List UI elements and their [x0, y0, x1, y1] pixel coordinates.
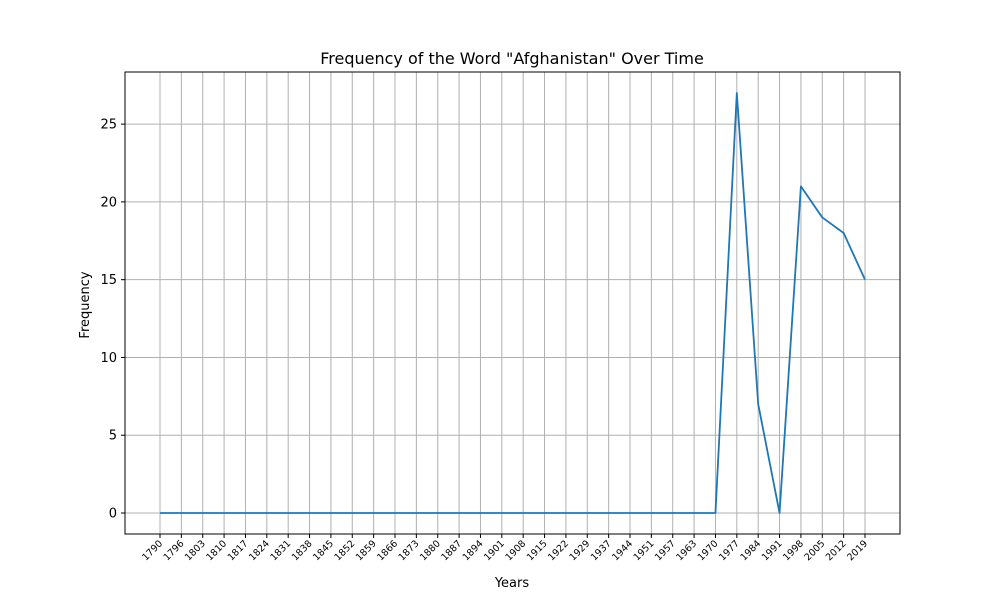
x-tick-label: 1937 [589, 538, 614, 563]
x-tick-label: 1873 [397, 538, 422, 563]
series-line [160, 92, 866, 514]
x-tick-label: 1852 [333, 538, 358, 563]
x-tick-label: 1915 [525, 538, 550, 563]
x-tick-label: 1845 [311, 538, 336, 563]
x-tick-label: 1880 [418, 538, 443, 563]
x-tick-label: 2012 [824, 538, 849, 563]
x-tick-label: 1970 [696, 538, 721, 563]
x-tick-label: 1984 [738, 538, 763, 563]
x-tick-label: 1944 [610, 538, 635, 563]
y-tick-label: 10 [100, 351, 117, 366]
x-tick-label: 1859 [354, 538, 379, 563]
x-tick-label: 1894 [461, 538, 486, 563]
plot-frame [124, 71, 901, 535]
x-tick-label: 1901 [482, 538, 507, 563]
x-tick-label: 1817 [226, 538, 251, 563]
x-tick-label: 1957 [653, 538, 678, 563]
x-tick-label: 1824 [247, 538, 272, 563]
x-tick-label: 2019 [845, 538, 870, 563]
x-tick-label: 1922 [546, 538, 571, 563]
chart-title: Frequency of the Word "Afghanistan" Over… [320, 49, 704, 68]
x-tick-label: 1998 [781, 538, 806, 563]
y-tick-label: 20 [100, 195, 117, 210]
x-tick-label: 1908 [503, 538, 528, 563]
x-tick-label: 1887 [439, 538, 464, 563]
x-tick-label: 1790 [140, 538, 165, 563]
x-tick-label: 1831 [268, 538, 293, 563]
x-tick-label: 1963 [674, 538, 699, 563]
x-tick-label: 1991 [760, 538, 785, 563]
y-tick-label: 5 [109, 429, 117, 444]
x-tick-label: 1803 [183, 538, 208, 563]
x-tick-label: 1929 [568, 538, 593, 563]
x-tick-label: 2005 [803, 538, 828, 563]
y-tick-label: 25 [100, 118, 117, 133]
x-tick-label: 1796 [162, 538, 187, 563]
y-tick-label: 0 [109, 507, 117, 522]
series-layer [160, 92, 866, 514]
x-tick-label: 1951 [632, 538, 657, 563]
x-tick-label: 1810 [204, 538, 229, 563]
y-tick-label: 15 [100, 273, 117, 288]
x-axis-label: Years [494, 576, 530, 591]
x-tick-label: 1977 [717, 538, 742, 563]
x-tick-label: 1838 [290, 538, 315, 563]
grid-lines [125, 72, 900, 534]
x-tick-label: 1866 [375, 538, 400, 563]
y-axis-label: Frequency [78, 271, 93, 338]
